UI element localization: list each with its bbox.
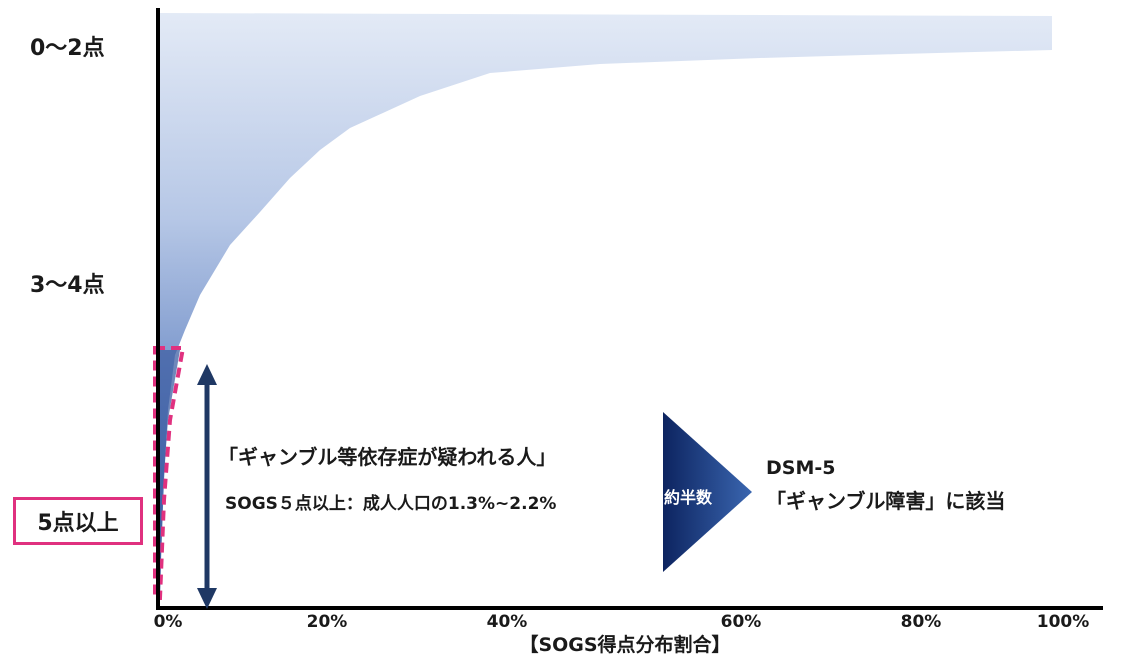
x-tick-100: 100% [1036, 612, 1090, 632]
x-tick-0: 0% [153, 612, 183, 632]
y-label-bottom-box: 5点以上 [13, 497, 143, 545]
dsm-title: DSM-5 [766, 457, 836, 479]
y-label-bottom: 5点以上 [37, 511, 119, 536]
double-arrow-up-head [197, 364, 217, 385]
y-label-top: 0～2点 [30, 36, 105, 61]
dsm-description: 「ギャンブル障害」に該当 [766, 489, 1006, 513]
suspected-gambling-label: 「ギャンブル等依存症が疑われる人」 [218, 445, 557, 469]
distribution-area [160, 13, 1052, 600]
x-tick-40: 40% [486, 612, 528, 632]
double-arrow-down-head [197, 588, 217, 609]
five-plus-fill [157, 350, 180, 596]
x-tick-80: 80% [900, 612, 942, 632]
sogs-note: SOGS５点以上：成人人口の1.3%~2.2% [225, 494, 557, 514]
x-axis-title: 【SOGS得点分布割合】 [519, 634, 731, 656]
about-half-arrow-icon [663, 412, 752, 572]
x-tick-20: 20% [306, 612, 348, 632]
x-tick-60: 60% [720, 612, 762, 632]
about-half-label: 約半数 [664, 488, 713, 507]
five-plus-region [153, 346, 186, 600]
y-label-middle: 3～4点 [30, 273, 105, 298]
